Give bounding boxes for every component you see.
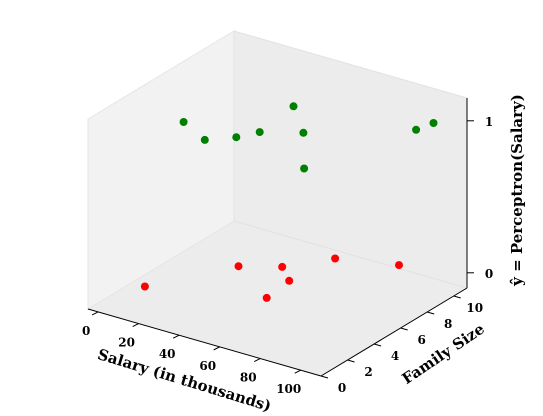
data-point-s1-p0	[179, 118, 188, 126]
data-point-s1-p6	[300, 164, 309, 173]
x-axis-line	[87, 308, 322, 377]
data-point-s1-p8	[429, 119, 438, 127]
data-points	[140, 102, 438, 302]
y-tick-10-label: 10	[466, 301, 483, 315]
axis-lines	[87, 98, 468, 377]
y-tick-10-mark	[453, 295, 461, 299]
y-tick-2-label: 2	[364, 365, 372, 379]
y-tick-0-label: 0	[338, 381, 346, 395]
data-point-s0-p3	[262, 293, 271, 302]
data-point-s0-p1	[234, 262, 243, 271]
y-tick-8-mark	[427, 311, 435, 315]
x-tick-100-mark	[294, 369, 301, 374]
axis-panes	[86, 30, 469, 377]
x-tick-0-label: 0	[82, 324, 90, 338]
data-point-s0-p5	[331, 254, 340, 263]
y-tick-6-label: 6	[417, 333, 425, 347]
x-tick-40-mark	[172, 334, 180, 339]
y-axis-line	[320, 287, 468, 377]
x-tick-100-label: 100	[276, 382, 301, 396]
data-point-s1-p7	[412, 125, 421, 134]
x-tick-20-label: 20	[118, 336, 135, 350]
x-tick-80-label: 80	[240, 371, 257, 385]
y-tick-8-label: 8	[444, 317, 452, 331]
y-tick-4-label: 4	[391, 349, 399, 363]
z-tick-1-label: 1	[485, 115, 493, 129]
data-point-s1-p4	[299, 128, 308, 137]
x-tick-80-mark	[253, 358, 261, 362]
data-point-s0-p2	[278, 262, 287, 271]
z-axis-label: ŷ = Perceptron(Salary)	[508, 94, 526, 287]
y-tick-0-mark	[320, 375, 329, 379]
data-point-s0-p6	[395, 261, 403, 270]
z-tick-0-label: 0	[485, 267, 493, 281]
x-tick-60-mark	[213, 346, 220, 351]
data-point-s0-p4	[285, 276, 294, 285]
y-tick-4-mark	[373, 343, 382, 347]
data-point-s1-p2	[232, 133, 241, 142]
data-point-s1-p3	[255, 128, 264, 137]
data-point-s1-p1	[200, 135, 209, 144]
data-point-s1-p5	[289, 102, 298, 111]
x-tick-0-mark	[91, 311, 99, 316]
x-tick-20-mark	[132, 323, 139, 328]
y-tick-6-mark	[400, 327, 408, 331]
x-tick-40-label: 40	[159, 347, 176, 361]
y-tick-2-mark	[347, 359, 355, 363]
data-point-s0-p0	[140, 282, 149, 291]
x-tick-60-label: 60	[199, 359, 216, 373]
